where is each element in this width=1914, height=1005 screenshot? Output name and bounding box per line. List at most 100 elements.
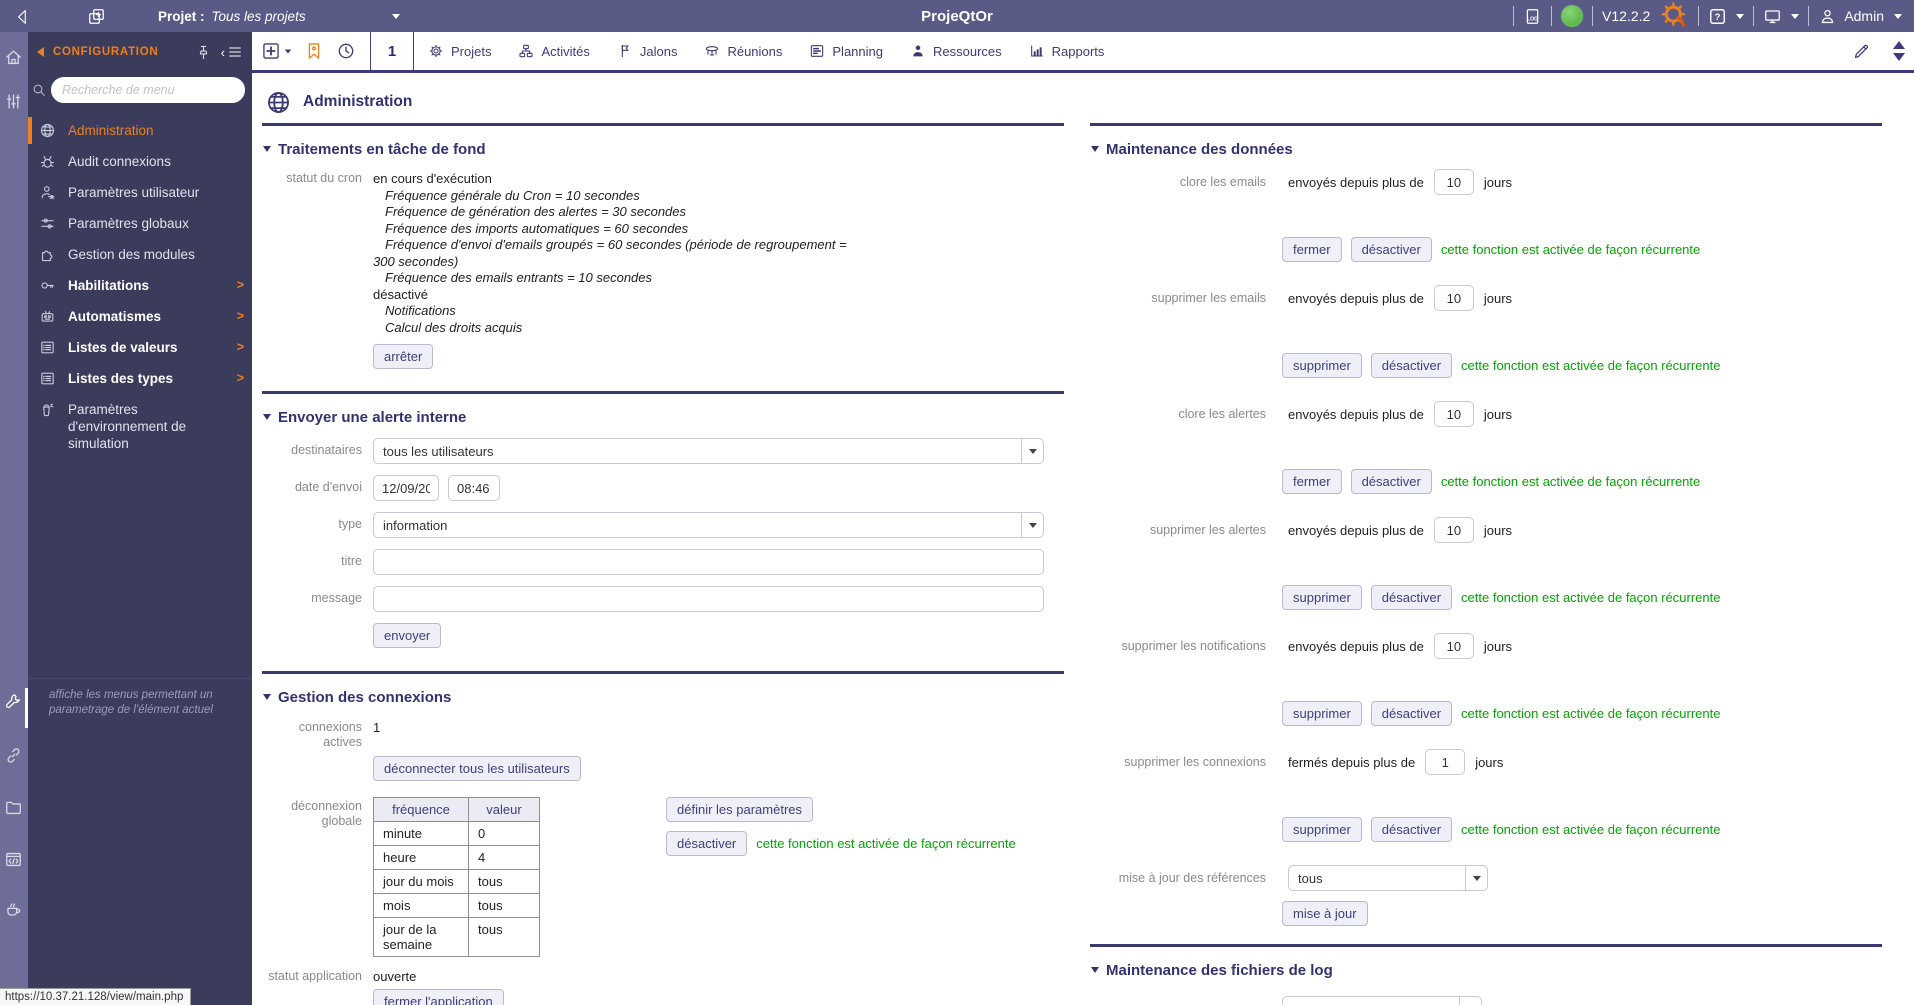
delete-emails-button[interactable]: supprimer [1282,353,1362,378]
new-window-icon[interactable] [87,7,106,26]
nav-activites[interactable]: Activités [518,43,590,59]
close-emails-button[interactable]: fermer [1282,237,1342,262]
maintenance-row: supprimer les notifications envoyés depu… [1090,633,1882,659]
section-header-alert[interactable]: Envoyer une alerte interne [263,407,1064,427]
send-alert-button[interactable]: envoyer [373,623,442,648]
user-caret-icon[interactable] [1894,13,1902,19]
disable-button[interactable]: désactiver [1370,701,1453,726]
select-caret-icon[interactable] [1021,513,1043,537]
sidebar-back-icon[interactable] [37,47,44,57]
coffee-icon[interactable] [4,900,23,919]
back-icon[interactable] [13,7,32,26]
display-icon[interactable] [1763,7,1782,26]
define-parameters-button[interactable]: définir les paramètres [666,797,813,822]
sidebar-item-parametres-utilisateur[interactable]: Paramètres utilisateur [28,177,252,208]
section-header-logs[interactable]: Maintenance des fichiers de log [1091,960,1882,980]
sidebar-item-listes-de-valeurs[interactable]: Listes de valeurs [28,332,252,363]
filter-sliders-icon[interactable] [4,92,23,111]
delete-connections-button[interactable]: supprimer [1282,817,1362,842]
collapse-menu-icon[interactable]: ‹ [221,44,243,60]
send-date-input[interactable] [373,475,439,501]
delete-alerts-button[interactable]: supprimer [1282,585,1362,610]
delete-notifications-button[interactable]: supprimer [1282,701,1362,726]
help-icon[interactable]: ? [1708,7,1727,26]
help-caret-icon[interactable] [1736,13,1745,19]
days-input[interactable] [1433,633,1474,659]
recipients-select[interactable]: tous les utilisateurs [373,438,1044,464]
close-alerts-button[interactable]: fermer [1282,469,1342,494]
update-references-button[interactable]: mise à jour [1282,901,1368,926]
stop-cron-button[interactable]: arrêter [373,344,434,369]
days-input[interactable] [1433,401,1474,427]
references-select[interactable]: tous [1288,865,1488,891]
sidebar-item-parametres-environnement-simulation[interactable]: Paramètres d'environnement de simulation [28,394,252,459]
section-title: Traitements en tâche de fond [278,140,486,158]
disable-button[interactable]: désactiver [1370,817,1453,842]
menu-search-input[interactable] [51,77,245,103]
table-row: mois tous [373,893,540,918]
svg-text:LOG: LOG [1527,16,1538,22]
maintenance-actions: fermer désactiver cette fonction est act… [1282,469,1882,494]
nav-ressources[interactable]: Ressources [910,43,1002,59]
send-time-input[interactable] [448,475,500,501]
user-settings-icon [41,186,55,199]
days-input[interactable] [1433,517,1474,543]
alert-message-input[interactable] [373,586,1044,612]
log-file-icon[interactable]: LOG [1523,7,1542,26]
user-name[interactable]: Admin [1844,8,1884,24]
select-caret-icon[interactable] [1459,997,1481,1005]
close-application-button[interactable]: fermer l'application [373,989,504,1005]
folder-icon[interactable] [4,798,23,817]
days-input[interactable] [1433,169,1474,195]
alert-title-input[interactable] [373,549,1044,575]
days-input[interactable] [1433,285,1474,311]
caret-down-icon [263,414,271,420]
row-label: supprimer les alertes [1149,522,1266,537]
nav-rapports[interactable]: Rapports [1029,43,1104,59]
project-selector-value[interactable]: Tous les projets [211,8,306,24]
sidebar-item-parametres-globaux[interactable]: Paramètres globaux [28,208,252,239]
home-icon[interactable] [4,48,23,67]
code-window-icon[interactable] [4,850,23,869]
disable-button[interactable]: désactiver [1350,237,1432,262]
user-icon[interactable] [1818,7,1837,26]
nav-projets[interactable]: Projets [428,43,491,59]
disable-button[interactable]: désactiver [1370,585,1453,610]
sidebar-item-habilitations[interactable]: Habilitations [28,270,252,301]
sidebar-item-automatismes[interactable]: Automatismes [28,301,252,332]
disable-button[interactable]: désactiver [1370,353,1453,378]
recent-clock-icon[interactable] [336,41,356,61]
sidebar-item-administration[interactable]: Administration [28,115,252,146]
nav-jalons[interactable]: Jalons [617,43,677,59]
edit-pencil-icon[interactable] [1852,42,1871,61]
row-label: clore les emails [1179,174,1266,189]
cron-frequency-line: Fréquence des emails entrants = 10 secon… [385,270,653,285]
days-input[interactable] [1425,749,1466,775]
section-header-maintenance[interactable]: Maintenance des données [1091,139,1882,159]
disable-button[interactable]: désactiver [1350,469,1432,494]
configuration-wrench-icon[interactable] [4,692,23,711]
display-caret-icon[interactable] [1791,13,1800,19]
select-caret-icon[interactable] [1465,866,1487,890]
row-suffix: jours [1483,174,1513,190]
section-header-connections[interactable]: Gestion des connexions [263,687,1064,707]
section-header-cron[interactable]: Traitements en tâche de fond [263,139,1064,159]
type-select[interactable]: information [373,512,1044,538]
project-caret-icon[interactable] [391,13,400,19]
scroll-up-icon[interactable] [1893,41,1905,49]
log-files-select[interactable] [1282,996,1482,1005]
disable-global-disconnect-button[interactable]: désactiver [666,831,748,856]
link-icon[interactable] [4,746,23,765]
pin-icon[interactable] [195,44,212,61]
sidebar-item-listes-des-types[interactable]: Listes des types [28,363,252,394]
sidebar-item-gestion-des-modules[interactable]: Gestion des modules [28,239,252,270]
disconnect-all-button[interactable]: déconnecter tous les utilisateurs [373,756,581,781]
nav-reunions[interactable]: Réunions [704,43,782,59]
add-item-button[interactable] [261,41,292,61]
key-icon [41,282,54,289]
bookmark-icon[interactable] [304,41,324,61]
select-caret-icon[interactable] [1021,439,1043,463]
nav-planning[interactable]: Planning [809,43,883,59]
sidebar-item-audit-connexions[interactable]: Audit connexions [28,146,252,177]
scroll-down-icon[interactable] [1893,53,1905,61]
